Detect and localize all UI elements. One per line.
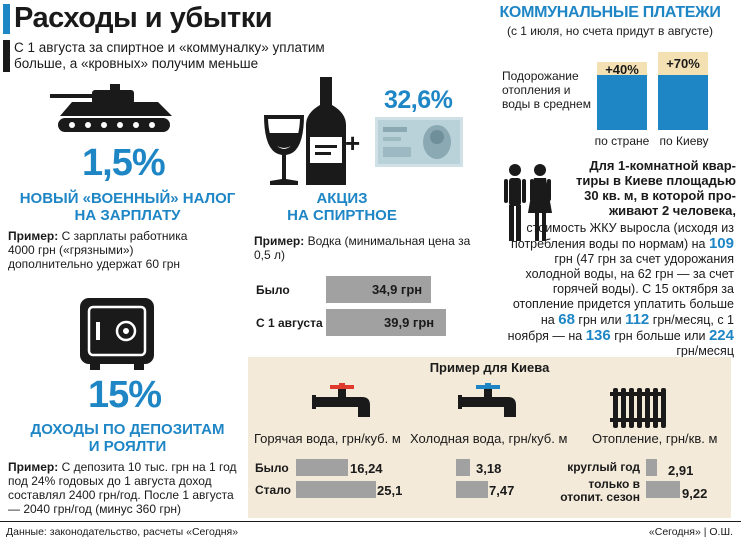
example-label: Пример: [8, 460, 59, 474]
excise-heading-line2: НА СПИРТНОЕ [287, 207, 397, 224]
heating-label: Отопление, грн/кв. м [592, 431, 718, 446]
heating-bar [646, 459, 657, 476]
wine-glass-and-bottle-icon [264, 77, 346, 185]
heating-row-season: только в отопит. сезон [560, 477, 640, 504]
highlight-number: 136 [585, 327, 611, 344]
military-tax-percent: 1,5% [82, 142, 166, 184]
tank-icon [50, 84, 172, 132]
page-title: Расходы и убытки [14, 2, 273, 34]
bar-label: по Киеву [659, 134, 709, 148]
highlight-number: 109 [708, 235, 734, 252]
communal-title: КОММУНАЛЬНЫЕ ПЛАТЕЖИ [499, 4, 721, 21]
apartment-text-part: грн (47 грн за счет удорожания холодной … [512, 252, 734, 327]
plus-sign: + [345, 128, 361, 158]
deposits-percent: 15% [88, 374, 162, 416]
deposits-example: Пример: С депозита 10 тыс. грн на 1 год … [8, 460, 238, 516]
excise-value: 39,9 грн [384, 315, 435, 330]
cold-water-bar [456, 481, 488, 498]
excise-example: Пример: Водка (минимальная цена за 0,5 л… [254, 234, 474, 262]
excise-example-text: Водка (минимальная цена за 0,5 л) [254, 234, 471, 262]
apartment-text-part: грн больше или [614, 329, 706, 343]
communal-bar-kiev: +70% [658, 52, 708, 130]
highlight-number: 68 [558, 311, 575, 328]
highlight-number: 224 [708, 327, 734, 344]
apartment-heading-line1: Для 1-комнатной квар- [589, 158, 736, 173]
military-tax-example: Пример: С зарплаты работника 4000 грн («… [8, 229, 208, 271]
deposits-example-text: С депозита 10 тыс. грн на 1 год под 24% … [8, 460, 237, 516]
apartment-text-part: или [600, 313, 622, 327]
deposits-heading-line2: И РОЯЛТИ [88, 438, 167, 455]
excise-row-label: Было [256, 283, 290, 297]
communal-bar-country: +40% [597, 52, 647, 130]
lead-text: С 1 августа за спиртное и «коммуналку» у… [14, 40, 325, 71]
heating-value: 2,91 [668, 463, 694, 478]
footer-source: Данные: законодательство, расчеты «Сегод… [6, 526, 239, 538]
example-label: Пример: [254, 234, 305, 248]
hot-water-value: 25,1 [377, 483, 403, 498]
hot-water-bar [296, 459, 348, 476]
excise-percent: 32,6% [384, 86, 453, 114]
heating-row-year: круглый год [567, 460, 640, 474]
cold-water-value: 7,47 [489, 483, 515, 498]
radiator-icon [610, 388, 666, 428]
cold-water-tap-icon [458, 383, 516, 417]
row-label-stalo: Стало [255, 483, 292, 497]
heating-bar [646, 481, 680, 498]
hot-water-bar [296, 481, 376, 498]
bar-tag [597, 62, 647, 75]
communal-subtitle: (с 1 июля, но счета придут в августе) [506, 24, 714, 38]
excise-row-label: С 1 августа [256, 316, 323, 330]
title-accent-mark [3, 4, 10, 34]
highlight-number: 112 [625, 311, 650, 328]
apartment-heading: Для 1-комнатной квар- тиры в Киеве площа… [556, 158, 736, 218]
communal-side-label: Подорожание отопления и воды в среднем [502, 69, 591, 111]
footer-credit: «Сегодня» | О.Ш. [648, 526, 733, 538]
bar-label: по стране [594, 134, 650, 148]
apartment-heading-line3: 30 кв. м, в которой про- [584, 188, 736, 203]
row-label-bylo: Было [255, 461, 289, 475]
footer-divider [0, 521, 741, 522]
bar-tag [658, 52, 708, 75]
cold-water-bar [456, 459, 470, 476]
military-tax-heading-line1: НОВЫЙ «ВОЕННЫЙ» НАЛОГ [19, 190, 236, 207]
heating-value: 9,22 [682, 486, 708, 501]
lead-accent-bar [3, 40, 10, 72]
excise-heading: АКЦИЗ НА СПИРТНОЕ [262, 190, 422, 224]
hot-water-value: 16,24 [350, 461, 383, 476]
military-tax-example-text: С зарплаты работника 4000 грн («грязными… [8, 229, 188, 271]
banknote-icon [375, 117, 463, 167]
example-label: Пример: [8, 229, 59, 243]
excise-bar [326, 309, 446, 336]
safe-icon [80, 298, 154, 370]
apartment-heading-line4: живают 2 человека, [608, 203, 736, 218]
military-tax-heading-line2: НА ЗАРПЛАТУ [74, 207, 181, 224]
cold-water-label: Холодная вода, грн/куб. м [410, 431, 568, 446]
hot-water-tap-icon [312, 383, 370, 417]
apartment-heading-line2: тиры в Киеве площадью [575, 173, 736, 188]
bar-fill [597, 75, 647, 130]
military-tax-heading: НОВЫЙ «ВОЕННЫЙ» НАЛОГ НА ЗАРПЛАТУ [10, 190, 245, 224]
apartment-text-part: грн/месяц, с 1 ноября — на [507, 313, 734, 343]
bar-value: +40% [605, 62, 639, 77]
deposits-heading: ДОХОДЫ ПО ДЕПОЗИТАМ И РОЯЛТИ [10, 421, 245, 455]
kiev-example-title: Пример для Киева [429, 360, 550, 375]
deposits-heading-line1: ДОХОДЫ ПО ДЕПОЗИТАМ [30, 421, 225, 438]
excise-bar [326, 276, 431, 303]
apartment-text: стоимость ЖКУ выросла (исходя из потребл… [498, 221, 734, 359]
people-icon [504, 164, 552, 241]
bar-value: +70% [666, 55, 700, 71]
apartment-text-part: грн/месяц [676, 344, 734, 358]
hot-water-label: Горячая вода, грн/куб. м [254, 431, 401, 446]
excise-heading-line1: АКЦИЗ [316, 190, 368, 207]
apartment-text-part: грн [578, 313, 597, 327]
cold-water-value: 3,18 [476, 461, 502, 476]
apartment-text-part: стоимость ЖКУ выросла (исходя из потребл… [511, 221, 734, 251]
excise-value: 34,9 грн [372, 282, 423, 297]
bar-fill [658, 75, 708, 130]
